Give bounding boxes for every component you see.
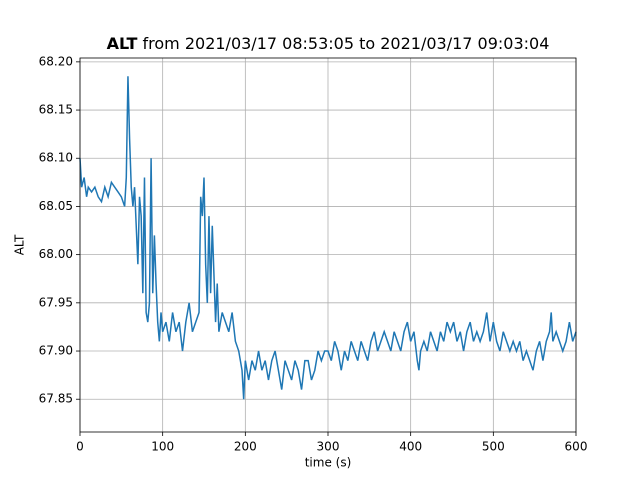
x-tick-label: 200 [234,440,257,454]
x-tick-label: 300 [317,440,340,454]
y-tick-label: 67.90 [39,344,73,358]
chart-title: ALT from 2021/03/17 08:53:05 to 2021/03/… [107,34,550,53]
y-tick-label: 67.95 [39,295,73,309]
title-range: from 2021/03/17 08:53:05 to 2021/03/17 0… [143,34,550,53]
y-tick-label: 67.85 [39,392,73,406]
data-line [79,76,577,400]
x-tick-label: 100 [151,440,174,454]
x-tick-label: 500 [482,440,505,454]
x-tick-label: 0 [76,440,84,454]
y-tick-label: 68.20 [39,54,73,68]
x-tick-label: 400 [399,440,422,454]
x-tick-label: 600 [565,440,588,454]
y-axis-label: ALT [13,234,27,255]
y-tick-label: 68.05 [39,199,73,213]
y-tick-label: 68.00 [39,247,73,261]
y-tick-label: 68.10 [39,151,73,165]
title-variable: ALT [107,34,138,53]
plot-frame [79,57,577,433]
y-tick-label: 68.15 [39,103,73,117]
x-axis-label: time (s) [305,456,352,470]
